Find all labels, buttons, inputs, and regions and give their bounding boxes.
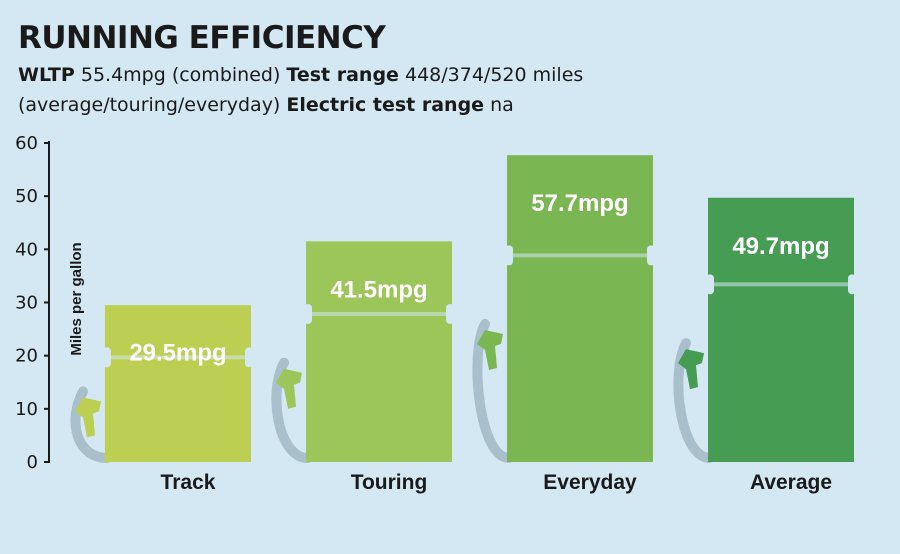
wltp-label: WLTP — [18, 64, 75, 86]
electric-range-value: na — [484, 94, 514, 116]
y-tick-label: 30 — [15, 293, 38, 314]
bar — [306, 241, 452, 462]
bar-notch-left — [706, 274, 714, 295]
hose-line — [271, 357, 313, 463]
range-modes: (average/touring/everyday) — [18, 94, 287, 116]
x-category-label: Average — [750, 471, 832, 494]
bar-value-label: 29.5mpg — [129, 340, 226, 367]
hose-line — [673, 338, 715, 463]
bar-seam — [105, 355, 251, 360]
x-category-label: Track — [161, 471, 216, 494]
bar-value-label: 41.5mpg — [330, 276, 427, 303]
y-tick-label: 0 — [27, 452, 38, 473]
y-tick-label: 20 — [15, 346, 38, 367]
pump-nozzle-icon — [276, 368, 302, 409]
y-tick-label: 40 — [15, 239, 38, 260]
bar-notch-right — [446, 303, 454, 324]
bar — [708, 197, 854, 463]
bar-seam — [306, 311, 452, 316]
subtitle-line-2: (average/touring/everyday) Electric test… — [18, 94, 514, 116]
bar-seam — [507, 253, 653, 258]
bar-notch-right — [245, 347, 253, 368]
test-range-value: 448/374/520 miles — [398, 64, 584, 86]
bar-notch-right — [848, 274, 856, 295]
bar — [105, 305, 251, 462]
pump-nozzle-icon — [75, 397, 101, 438]
y-axis-label: Miles per gallon — [68, 242, 85, 355]
bar-value-label: 57.7mpg — [531, 190, 628, 217]
bar — [507, 155, 653, 462]
wltp-value: 55.4mpg (combined) — [74, 64, 287, 86]
pump-nozzle-icon — [678, 349, 704, 390]
bar-seam — [708, 282, 854, 287]
subtitle-line-1: WLTP 55.4mpg (combined) Test range 448/3… — [18, 64, 583, 86]
hose-line — [472, 318, 514, 463]
electric-range-label: Electric test range — [286, 94, 485, 116]
x-category-label: Everyday — [543, 471, 637, 494]
y-tick-label: 50 — [15, 186, 38, 207]
bar-notch-left — [304, 303, 312, 324]
y-tick-label: 60 — [15, 133, 38, 154]
chart-title: RUNNING EFFICIENCY — [18, 20, 386, 56]
bar-value-label: 49.7mpg — [732, 233, 829, 260]
hose-line — [70, 386, 112, 463]
bar-notch-left — [505, 245, 513, 266]
x-category-label: Touring — [351, 471, 428, 494]
test-range-label: Test range — [286, 64, 399, 86]
y-tick-label: 10 — [15, 399, 38, 420]
bar-notch-left — [103, 347, 111, 368]
bar-notch-right — [647, 245, 655, 266]
pump-nozzle-icon — [477, 329, 503, 370]
